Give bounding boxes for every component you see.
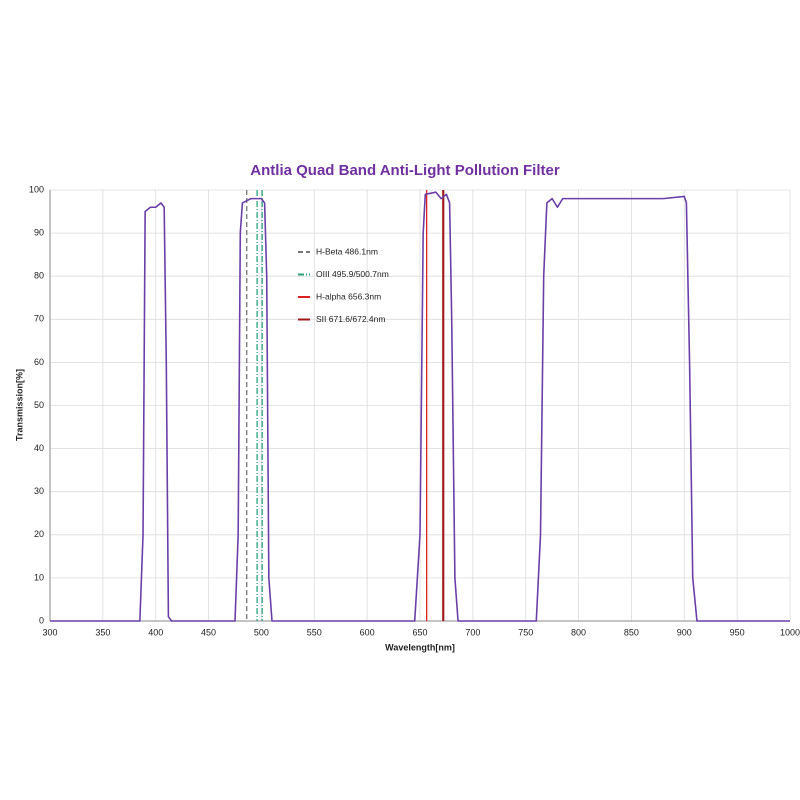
x-tick-label: 550 [307,627,322,637]
x-tick-label: 750 [518,627,533,637]
y-tick-label: 10 [34,572,44,582]
x-tick-label: 1000 [780,627,800,637]
transmission-line [50,191,790,622]
x-tick-label: 700 [465,627,480,637]
y-tick-label: 60 [34,357,44,367]
legend-label: H-Beta 486.1nm [316,246,378,256]
legend-label: H-alpha 656.3nm [316,291,381,301]
x-tick-label: 800 [571,627,586,637]
x-tick-label: 450 [201,627,216,637]
x-tick-label: 900 [677,627,692,637]
y-tick-label: 80 [34,271,44,281]
legend-label: OIII 495.9/500.7nm [316,269,389,279]
x-tick-label: 950 [730,627,745,637]
x-tick-label: 400 [148,627,163,637]
y-tick-label: 40 [34,443,44,453]
x-tick-label: 600 [360,627,375,637]
x-tick-label: 300 [42,627,57,637]
y-tick-label: 70 [34,314,44,324]
x-tick-label: 350 [95,627,110,637]
y-tick-label: 20 [34,529,44,539]
y-tick-label: 30 [34,486,44,496]
x-axis-label: Wavelength[nm] [385,642,455,652]
x-tick-label: 850 [624,627,639,637]
y-tick-label: 0 [39,615,44,625]
x-tick-label: 650 [412,627,427,637]
chart-title: Antlia Quad Band Anti-Light Pollution Fi… [250,162,560,179]
legend-label: SII 671.6/672.4nm [316,314,385,324]
y-axis-label: Transmission[%] [14,369,24,441]
y-tick-label: 100 [29,184,44,194]
y-tick-label: 90 [34,227,44,237]
x-tick-label: 500 [254,627,269,637]
y-tick-label: 50 [34,400,44,410]
